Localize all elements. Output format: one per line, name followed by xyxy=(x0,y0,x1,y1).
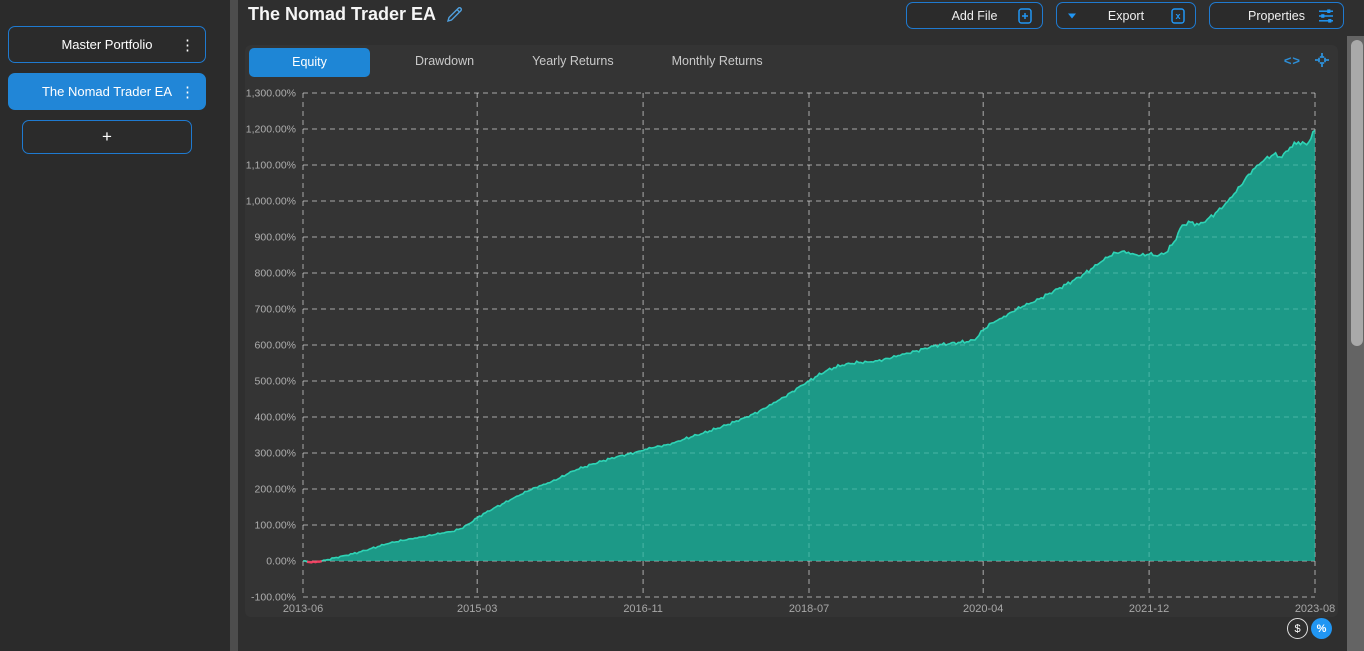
svg-text:200.00%: 200.00% xyxy=(255,484,296,496)
add-portfolio-button[interactable]: + xyxy=(22,120,192,154)
sidebar-item-label: Master Portfolio xyxy=(61,37,153,52)
svg-text:1,200.00%: 1,200.00% xyxy=(246,124,296,136)
svg-text:2015-03: 2015-03 xyxy=(457,603,497,615)
svg-text:900.00%: 900.00% xyxy=(255,232,296,244)
page-header: The Nomad Trader EA xyxy=(248,4,463,25)
properties-label: Properties xyxy=(1248,8,1305,23)
page-title: The Nomad Trader EA xyxy=(248,4,437,24)
svg-text:2013-06: 2013-06 xyxy=(283,603,323,615)
chart-tabbar: Equity Drawdown Yearly Returns Monthly R… xyxy=(245,45,1338,78)
svg-text:1,300.00%: 1,300.00% xyxy=(246,88,296,100)
tab-drawdown[interactable]: Drawdown xyxy=(415,54,475,68)
tab-yearly-returns[interactable]: Yearly Returns xyxy=(532,54,614,68)
export-label: Export xyxy=(1107,8,1145,23)
svg-text:500.00%: 500.00% xyxy=(255,376,296,388)
percent-toggle-button[interactable]: % xyxy=(1311,618,1332,639)
svg-text:0.00%: 0.00% xyxy=(266,556,296,568)
edit-title-pencil-icon[interactable] xyxy=(446,6,463,23)
properties-button[interactable]: Properties xyxy=(1209,2,1344,29)
svg-text:x: x xyxy=(1175,11,1180,21)
svg-text:1,000.00%: 1,000.00% xyxy=(246,196,296,208)
vertical-scrollbar[interactable] xyxy=(1347,36,1364,651)
scrollbar-thumb[interactable] xyxy=(1351,40,1363,346)
add-file-button[interactable]: Add File xyxy=(906,2,1043,29)
add-file-label: Add File xyxy=(951,8,998,23)
header-actions: Add File Export x Properties xyxy=(906,2,1344,29)
kebab-menu-icon[interactable]: ⋮ xyxy=(180,83,195,101)
svg-text:300.00%: 300.00% xyxy=(255,448,296,460)
tab-equity[interactable]: Equity xyxy=(249,48,370,77)
dollar-toggle-button[interactable]: $ xyxy=(1287,618,1308,639)
svg-text:600.00%: 600.00% xyxy=(255,340,296,352)
sidebar-splitter[interactable] xyxy=(230,0,238,651)
svg-text:2018-07: 2018-07 xyxy=(789,603,829,615)
file-plus-icon xyxy=(1018,7,1032,24)
compress-arrows-icon[interactable] xyxy=(1314,52,1330,68)
tab-monthly-returns[interactable]: Monthly Returns xyxy=(671,54,763,68)
sidebar-item-nomad-trader[interactable]: The Nomad Trader EA ⋮ xyxy=(8,73,206,110)
sidebar: Master Portfolio ⋮ The Nomad Trader EA ⋮… xyxy=(0,0,230,651)
equity-chart[interactable]: 1,300.00% 1,200.00% 1,100.00% 1,000.00% 900.… xyxy=(245,78,1338,617)
sliders-icon xyxy=(1319,8,1333,23)
unit-toggles: $ % xyxy=(1287,618,1332,639)
svg-text:1,100.00%: 1,100.00% xyxy=(246,160,296,172)
kebab-menu-icon[interactable]: ⋮ xyxy=(180,36,195,54)
equity-chart-area: 1,300.00% 1,200.00% 1,100.00% 1,000.00% 900.… xyxy=(245,78,1338,617)
chart-panel: Equity Drawdown Yearly Returns Monthly R… xyxy=(245,45,1338,617)
code-view-icon[interactable]: <> xyxy=(1283,52,1301,68)
svg-text:2016-11: 2016-11 xyxy=(623,603,663,615)
svg-text:2021-12: 2021-12 xyxy=(1129,603,1169,615)
svg-text:700.00%: 700.00% xyxy=(255,304,296,316)
excel-file-icon: x xyxy=(1171,7,1185,24)
svg-text:2023-08: 2023-08 xyxy=(1295,603,1335,615)
svg-text:400.00%: 400.00% xyxy=(255,412,296,424)
chevron-down-icon[interactable] xyxy=(1067,12,1077,20)
sidebar-item-master-portfolio[interactable]: Master Portfolio ⋮ xyxy=(8,26,206,63)
svg-text:-100.00%: -100.00% xyxy=(251,592,296,604)
export-button[interactable]: Export x xyxy=(1056,2,1196,29)
svg-text:100.00%: 100.00% xyxy=(255,520,296,532)
svg-text:800.00%: 800.00% xyxy=(255,268,296,280)
sidebar-item-label: The Nomad Trader EA xyxy=(41,84,173,99)
svg-text:2020-04: 2020-04 xyxy=(963,603,1003,615)
